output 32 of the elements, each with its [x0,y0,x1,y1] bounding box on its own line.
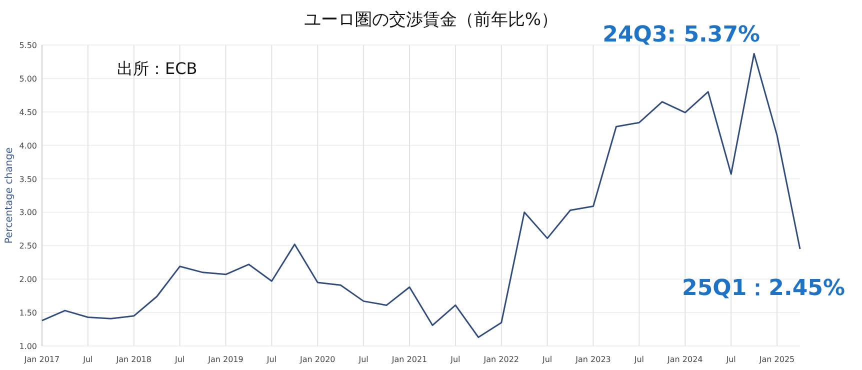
y-tick-label: 3.00 [19,208,37,218]
x-tick-label: Jul [174,355,185,364]
x-tick-label: Jan 2018 [115,355,152,364]
x-tick-label: Jul [633,355,644,364]
y-tick-label: 3.50 [19,174,37,184]
x-tick-label: Jan 2020 [299,355,336,364]
x-tick-label: Jan 2017 [23,355,60,364]
x-tick-label: Jul [82,355,93,364]
chart-title: ユーロ圏の交渉賃金（前年比%） [304,10,558,30]
annotation: 24Q3: 5.37% [602,22,760,48]
y-tick-label: 2.00 [19,275,37,284]
x-tick-label: Jul [450,355,460,364]
x-tick-label: Jul [358,355,368,364]
x-tick-label: Jan 2025 [758,355,795,364]
annotation: 25Q1：2.45% [682,276,845,302]
x-tick-label: Jul [725,355,736,364]
x-tick-label: Jan 2023 [574,355,611,364]
x-tick-label: Jan 2021 [390,355,428,364]
y-tick-label: 2.50 [19,242,37,251]
x-tick-label: Jan 2024 [666,355,703,364]
y-tick-label: 4.00 [19,141,37,150]
y-tick-label: 5.50 [19,41,37,50]
y-tick-label: 1.00 [19,342,37,351]
y-axis-title: Percentage change [4,147,15,244]
y-tick-label: 4.50 [19,108,37,117]
x-tick-label: Jan 2022 [482,355,520,364]
x-tick-label: Jul [266,355,277,364]
x-tick-label: Jan 2019 [207,355,244,364]
y-tick-label: 5.00 [19,74,37,84]
y-tick-label: 1.50 [19,308,37,318]
annotation: 出所：ECB [117,59,198,78]
x-tick-label: Jul [542,355,552,364]
